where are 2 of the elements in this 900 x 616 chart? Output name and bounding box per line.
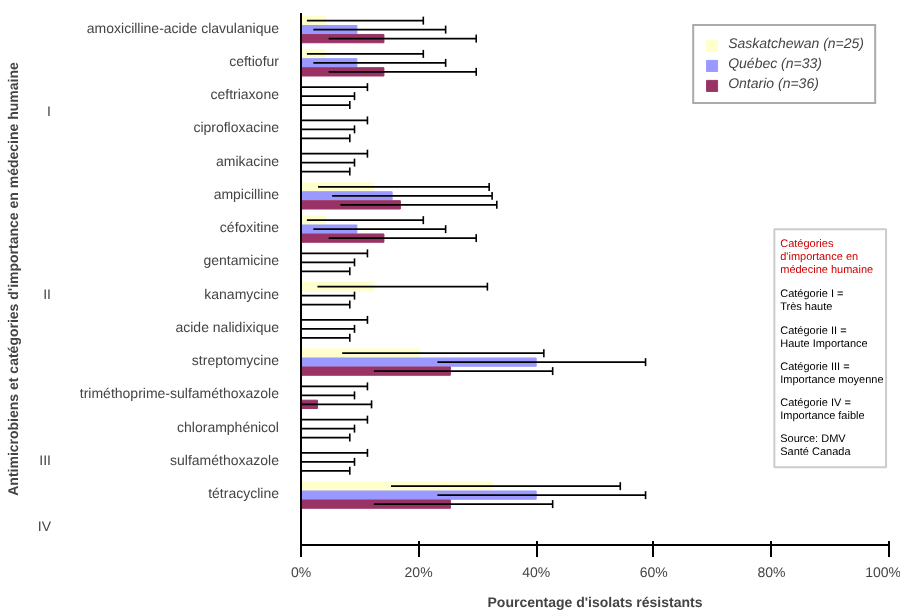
bar [301, 490, 537, 500]
bar [301, 357, 537, 367]
